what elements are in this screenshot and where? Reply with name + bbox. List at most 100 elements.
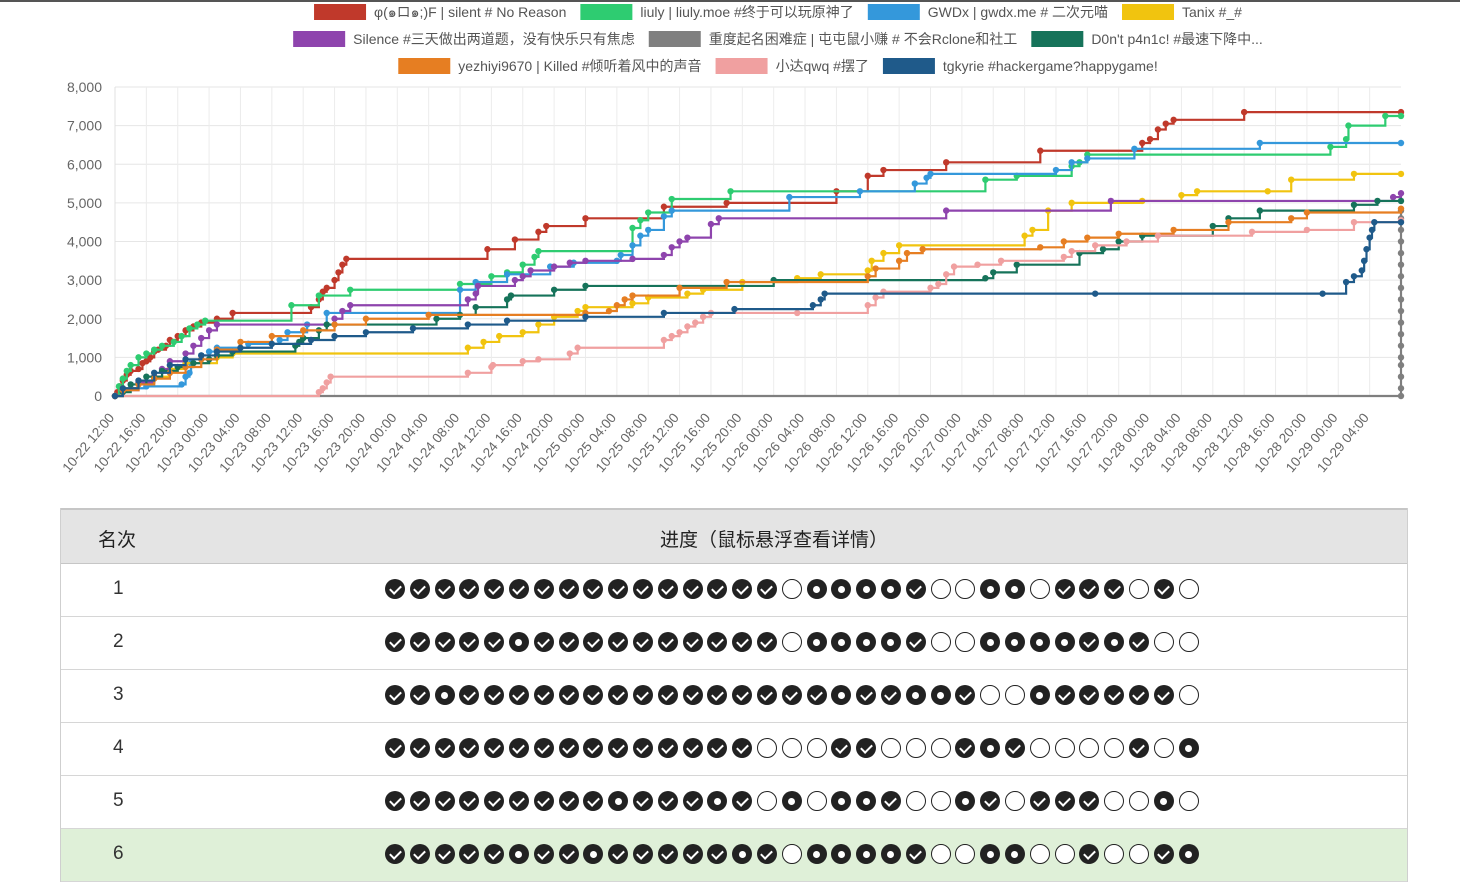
solved-check-icon[interactable] [558,685,579,705]
solved-check-icon[interactable] [980,791,1001,811]
unsolved-circle-icon[interactable] [781,844,802,864]
partial-dot-icon[interactable] [880,632,901,652]
partial-dot-icon[interactable] [980,579,1001,599]
solved-check-icon[interactable] [508,579,529,599]
solved-check-icon[interactable] [1104,579,1125,599]
partial-dot-icon[interactable] [831,791,852,811]
solved-check-icon[interactable] [508,791,529,811]
solved-check-icon[interactable] [608,844,629,864]
solved-check-icon[interactable] [583,632,604,652]
solved-check-icon[interactable] [1128,632,1149,652]
solved-check-icon[interactable] [1128,738,1149,758]
solved-check-icon[interactable] [682,791,703,811]
solved-check-icon[interactable] [484,844,505,864]
solved-check-icon[interactable] [385,791,405,811]
partial-dot-icon[interactable] [1029,632,1050,652]
unsolved-circle-icon[interactable] [1079,738,1100,758]
solved-check-icon[interactable] [434,738,455,758]
solved-check-icon[interactable] [484,738,505,758]
unsolved-circle-icon[interactable] [1104,738,1125,758]
unsolved-circle-icon[interactable] [905,791,926,811]
solved-check-icon[interactable] [657,632,678,652]
unsolved-circle-icon[interactable] [955,632,976,652]
solved-check-icon[interactable] [707,579,728,599]
unsolved-circle-icon[interactable] [930,579,951,599]
partial-dot-icon[interactable] [1153,791,1174,811]
solved-check-icon[interactable] [632,844,653,864]
solved-check-icon[interactable] [409,791,430,811]
unsolved-circle-icon[interactable] [1054,844,1075,864]
partial-dot-icon[interactable] [1004,579,1025,599]
partial-dot-icon[interactable] [856,844,877,864]
solved-check-icon[interactable] [484,632,505,652]
solved-check-icon[interactable] [1153,685,1174,705]
solved-check-icon[interactable] [434,579,455,599]
solved-check-icon[interactable] [1104,685,1125,705]
unsolved-circle-icon[interactable] [1128,579,1149,599]
partial-dot-icon[interactable] [905,685,926,705]
partial-dot-icon[interactable] [707,791,728,811]
partial-dot-icon[interactable] [806,579,827,599]
unsolved-circle-icon[interactable] [781,579,802,599]
unsolved-circle-icon[interactable] [1029,738,1050,758]
solved-check-icon[interactable] [1079,685,1100,705]
solved-check-icon[interactable] [707,738,728,758]
partial-dot-icon[interactable] [434,685,455,705]
partial-dot-icon[interactable] [1104,632,1125,652]
solved-check-icon[interactable] [583,791,604,811]
partial-dot-icon[interactable] [831,844,852,864]
partial-dot-icon[interactable] [1004,632,1025,652]
solved-check-icon[interactable] [632,791,653,811]
unsolved-circle-icon[interactable] [781,632,802,652]
partial-dot-icon[interactable] [1004,844,1025,864]
unsolved-circle-icon[interactable] [1104,791,1125,811]
unsolved-circle-icon[interactable] [980,685,1001,705]
partial-dot-icon[interactable] [980,632,1001,652]
solved-check-icon[interactable] [583,685,604,705]
solved-check-icon[interactable] [1079,844,1100,864]
solved-check-icon[interactable] [955,685,976,705]
solved-check-icon[interactable] [732,685,753,705]
solved-check-icon[interactable] [459,844,480,864]
solved-check-icon[interactable] [1153,844,1174,864]
unsolved-circle-icon[interactable] [806,791,827,811]
partial-dot-icon[interactable] [880,579,901,599]
solved-check-icon[interactable] [558,791,579,811]
solved-check-icon[interactable] [1079,791,1100,811]
unsolved-circle-icon[interactable] [955,579,976,599]
solved-check-icon[interactable] [632,632,653,652]
solved-check-icon[interactable] [682,685,703,705]
solved-check-icon[interactable] [632,738,653,758]
solved-check-icon[interactable] [533,632,554,652]
solved-check-icon[interactable] [1079,579,1100,599]
solved-check-icon[interactable] [385,632,405,652]
partial-dot-icon[interactable] [980,844,1001,864]
partial-dot-icon[interactable] [1178,738,1199,758]
partial-dot-icon[interactable] [781,791,802,811]
solved-check-icon[interactable] [385,579,405,599]
solved-check-icon[interactable] [1153,579,1174,599]
unsolved-circle-icon[interactable] [1128,844,1149,864]
solved-check-icon[interactable] [856,685,877,705]
solved-check-icon[interactable] [682,579,703,599]
partial-dot-icon[interactable] [856,791,877,811]
partial-dot-icon[interactable] [831,632,852,652]
partial-dot-icon[interactable] [831,579,852,599]
solved-check-icon[interactable] [533,685,554,705]
unsolved-circle-icon[interactable] [806,738,827,758]
unsolved-circle-icon[interactable] [1029,579,1050,599]
unsolved-circle-icon[interactable] [1104,844,1125,864]
solved-check-icon[interactable] [533,844,554,864]
solved-check-icon[interactable] [409,738,430,758]
partial-dot-icon[interactable] [856,579,877,599]
solved-check-icon[interactable] [409,844,430,864]
solved-check-icon[interactable] [756,579,777,599]
solved-check-icon[interactable] [409,579,430,599]
solved-check-icon[interactable] [385,844,405,864]
solved-check-icon[interactable] [657,685,678,705]
solved-check-icon[interactable] [880,791,901,811]
solved-check-icon[interactable] [955,738,976,758]
solved-check-icon[interactable] [1054,791,1075,811]
unsolved-circle-icon[interactable] [756,738,777,758]
solved-check-icon[interactable] [459,579,480,599]
